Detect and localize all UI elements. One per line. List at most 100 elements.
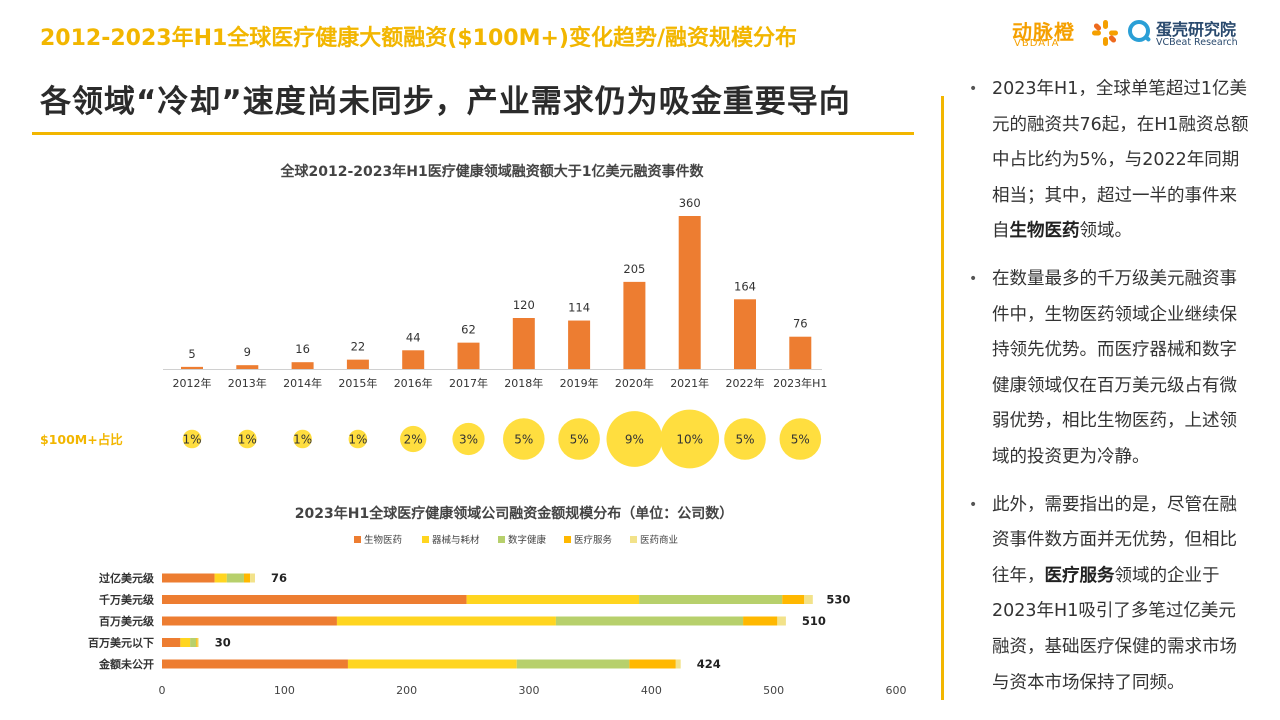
bar-value-label: 205: [623, 262, 645, 276]
share-bubble-2019年: [558, 418, 600, 460]
row-total-label: 530: [826, 593, 850, 607]
x-tick-label: 2012年: [173, 376, 212, 390]
x-tick-label: 2018年: [504, 376, 543, 390]
legend-swatch: [630, 536, 637, 543]
stack-segment-医疗服务: [743, 616, 778, 626]
finding-item: • 此外，需要指出的是，尽管在融资事件数方面并无优势，但相比往年，医疗服务领域的企…: [962, 488, 1252, 702]
finding-item: • 2023年H1，全球单笔超过1亿美元的融资共76起，在H1融资总额中占比约为5…: [962, 72, 1252, 250]
share-bubble-label: 9%: [625, 433, 644, 447]
share-bubble-2018年: [503, 418, 545, 460]
share-bubble-2014年: [293, 429, 312, 449]
charts-canvas: 全球2012-2023年H1医疗健康领域融资额大于1亿美元融资事件数 5 2012年…: [40, 163, 907, 697]
bar-value-label: 44: [406, 330, 421, 344]
x-tick-label: 2022年: [726, 376, 765, 390]
highlight-term: 生物医药: [1009, 221, 1080, 242]
key-findings-list: • 2023年H1，全球单笔超过1亿美元的融资共76起，在H1融资总额中占比约为5…: [962, 72, 1252, 713]
stack-segment-生物医药: [162, 616, 337, 626]
finding-text-run: 此外，需要指出的是，尽管在融资事件数方面并无优势，但相比往年，: [992, 494, 1237, 586]
finding-item: • 在数量最多的千万级美元融资事件中，生物医药领域企业继续保持领先优势。而医疗器械…: [962, 262, 1252, 476]
vbdata-flower-icon: [1092, 20, 1118, 46]
row-label: 百万美元以下: [88, 636, 154, 650]
stack-segment-医疗服务: [629, 659, 676, 669]
x-axis-tick: 100: [274, 684, 295, 697]
x-axis-tick: 300: [519, 684, 540, 697]
share-bubble-label: 5%: [570, 433, 589, 447]
x-tick-label: 2016年: [394, 376, 433, 390]
finding-text: 此外，需要指出的是，尽管在融资事件数方面并无优势，但相比往年，医疗服务领域的企业…: [992, 488, 1252, 702]
x-tick-label: 2020年: [615, 376, 654, 390]
share-bubble-2013年: [238, 429, 257, 449]
bar-2020年: [623, 281, 646, 369]
row-total-label: 76: [271, 571, 287, 585]
title-divider: [32, 132, 914, 135]
share-bubble-label: 5%: [791, 433, 810, 447]
finding-text-run: 在数量最多的千万级美元融资事件中，生物医药领域企业继续保持领先优势。而医疗器械和…: [992, 268, 1237, 467]
legend-swatch: [422, 536, 429, 543]
x-tick-label: 2017年: [449, 376, 488, 390]
row-total-label: 30: [215, 636, 231, 650]
legend-label: 器械与耗材: [432, 534, 480, 546]
x-axis-tick: 0: [159, 684, 166, 697]
row-label: 百万美元级: [99, 614, 155, 628]
stack-segment-生物医药: [162, 659, 348, 669]
legend-swatch: [354, 536, 361, 543]
stack-segment-数字健康: [639, 595, 783, 604]
bar-2012年: [181, 366, 203, 369]
legend-label: 数字健康: [508, 534, 547, 546]
stack-segment-器械与耗材: [347, 659, 517, 669]
bar-value-label: 120: [513, 298, 535, 312]
share-bubble-label: 1%: [348, 433, 367, 447]
x-tick-label: 2015年: [338, 376, 377, 390]
finding-text: 在数量最多的千万级美元融资事件中，生物医药领域企业继续保持领先优势。而医疗器械和…: [992, 262, 1252, 476]
x-tick-label: 2014年: [283, 376, 322, 390]
finding-text-run: 2023年H1，全球单笔超过1亿美元的融资共76起，在H1融资总额中占比约为5%…: [992, 79, 1249, 242]
stacked-chart-title: 2023年H1全球医疗健康领域公司融资金额规模分布（单位：公司数）: [295, 505, 733, 522]
stack-segment-生物医药: [162, 638, 181, 647]
bullet-dot-icon: •: [969, 81, 978, 97]
bar-2015年: [346, 359, 369, 369]
bar-2023年H1: [789, 336, 812, 369]
x-axis-tick: 500: [763, 684, 784, 697]
bar-chart-title: 全球2012-2023年H1医疗健康领域融资额大于1亿美元融资事件数: [280, 163, 705, 180]
legend-swatch: [564, 536, 571, 543]
stack-segment-医疗服务: [782, 595, 805, 604]
share-bubble-2017年: [452, 422, 485, 456]
x-tick-label: 2019年: [560, 376, 599, 390]
page-title: 各领域“冷却”速度尚未同步，产业需求仍为吸金重要导向: [40, 84, 851, 120]
share-bubble-label: 1%: [293, 433, 312, 447]
bullet-dot-icon: •: [969, 270, 978, 287]
x-tick-label: 2013年: [228, 376, 267, 390]
share-bubble-label: 3%: [459, 433, 478, 447]
vbdata-logo-subtext: VBDATA: [1014, 38, 1060, 49]
stack-segment-医药商业: [804, 595, 813, 604]
finding-text-run: 领域的企业于2023年H1吸引了多笔过亿美元融资，基础医疗保健的需求市场与资本市…: [992, 565, 1237, 693]
share-bubble-2023年H1: [779, 418, 822, 460]
x-tick-label: 2023年H1: [773, 376, 827, 390]
bar-2021年: [678, 216, 701, 369]
stack-segment-数字健康: [190, 638, 197, 647]
x-axis-tick: 400: [641, 684, 662, 697]
bar-value-label: 16: [295, 342, 310, 356]
stack-segment-数字健康: [516, 659, 630, 669]
bar-2017年: [457, 342, 480, 369]
stack-segment-医药商业: [197, 638, 199, 647]
stack-segment-生物医药: [162, 573, 215, 583]
share-bubble-label: 1%: [238, 433, 257, 447]
share-bubble-label: 10%: [676, 433, 703, 447]
share-bubble-2020年: [606, 411, 663, 467]
vbdata-logo-text: 动脉橙: [1012, 20, 1075, 44]
share-bubble-2021年: [660, 409, 720, 469]
stack-segment-医药商业: [250, 573, 255, 583]
vcbeat-logo-icon: [1128, 20, 1151, 42]
stack-segment-医疗服务: [243, 573, 251, 583]
bar-value-label: 114: [568, 301, 590, 315]
stack-segment-医药商业: [777, 616, 786, 626]
x-axis-tick: 200: [396, 684, 417, 697]
row-total-label: 424: [697, 657, 721, 671]
bar-value-label: 9: [244, 345, 251, 359]
bar-2013年: [236, 365, 259, 369]
stack-segment-数字健康: [555, 616, 744, 626]
brand-logos: 动脉橙 VBDATA 蛋壳研究院 VCBeat Research: [1012, 16, 1248, 52]
bar-value-label: 164: [734, 279, 756, 293]
report-section-title: 2012-2023年H1全球医疗健康大额融资($100M+)变化趋势/融资规模分…: [40, 26, 798, 51]
